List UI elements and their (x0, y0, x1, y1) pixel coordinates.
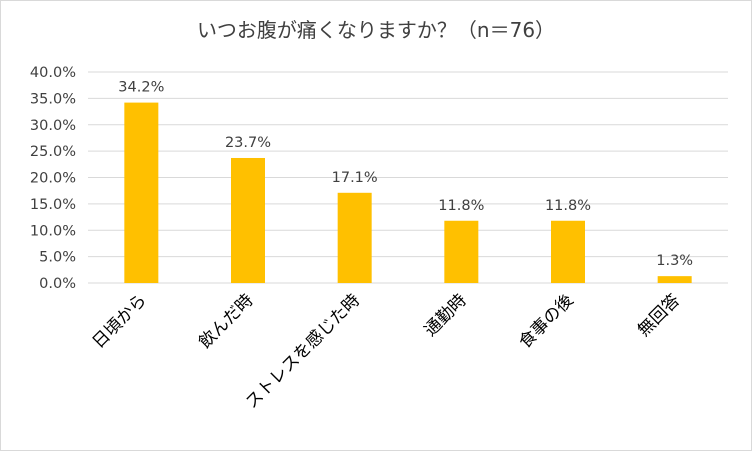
category-label: 通勤時 (421, 290, 471, 340)
category-label: 食事の後 (515, 290, 577, 352)
bars (124, 102, 692, 283)
bar (337, 192, 372, 283)
data-label: 34.2% (118, 80, 164, 96)
y-tick-label: 40.0% (30, 65, 76, 81)
bar (551, 220, 585, 283)
category-label: 無回答 (634, 290, 684, 340)
data-label: 23.7% (225, 135, 271, 151)
y-axis-ticks: 0.0% 5.0% 10.0% 15.0% 20.0% 25.0% 30.0% 35.0% 40… (30, 65, 76, 292)
y-tick-label: 35.0% (30, 91, 76, 107)
y-tick-label: 20.0% (30, 171, 76, 187)
y-tick-label: 30.0% (30, 118, 76, 134)
data-label: 11.8% (545, 198, 591, 214)
data-label: 11.8% (438, 198, 484, 214)
category-label: 日頃から (89, 290, 151, 352)
y-tick-label: 15.0% (30, 197, 76, 213)
chart-title: いつお腹が痛くなりますか？（n＝76） (196, 18, 556, 42)
data-label: 1.3% (656, 253, 693, 269)
bar (231, 157, 265, 283)
y-tick-label: 0.0% (39, 276, 76, 292)
bar (444, 220, 479, 283)
category-label: 飲んだ時 (195, 290, 257, 352)
y-tick-label: 25.0% (30, 144, 76, 160)
data-labels: 34.2% 23.7% 17.1% 11.8% 11.8% 1.3% (118, 80, 693, 270)
category-label: ストレスを感じた時 (242, 290, 364, 412)
data-label: 17.1% (332, 170, 378, 186)
y-tick-label: 5.0% (39, 250, 76, 266)
bar (124, 102, 159, 283)
bar (657, 276, 692, 283)
gridlines (88, 71, 728, 284)
y-tick-label: 10.0% (30, 223, 76, 239)
